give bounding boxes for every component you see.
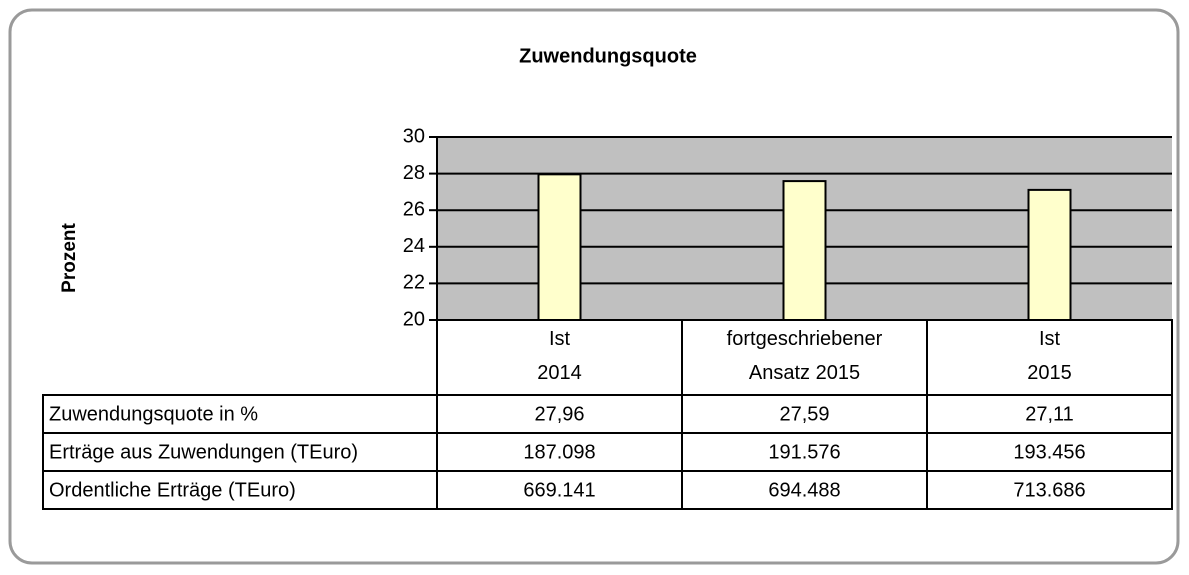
table-row-label: Zuwendungsquote in % (49, 403, 258, 425)
y-tick-label: 30 (403, 125, 425, 147)
table-cell-value: 187.098 (523, 441, 595, 463)
bar (1027, 188, 1072, 321)
table-cell (926, 394, 1173, 434)
bar (782, 180, 827, 321)
table-cell (926, 470, 1173, 510)
y-axis-label: Prozent (59, 222, 80, 292)
table-cell-value: 713.686 (1013, 479, 1085, 501)
y-tick-label: 24 (403, 235, 425, 257)
x-tick-label: fortgeschriebener Ansatz 2015 (727, 328, 883, 384)
table-cell (436, 432, 683, 472)
table-cell (926, 432, 1173, 472)
table-cell (436, 470, 683, 510)
table-cell-value: 27,11 (1025, 403, 1074, 425)
table-cell (681, 432, 928, 472)
y-tick-label: 26 (403, 198, 425, 220)
table-row-header (42, 470, 438, 510)
table-cell-value: 193.456 (1013, 441, 1085, 463)
table-cell (681, 394, 928, 434)
y-tick-label: 28 (403, 162, 425, 184)
table-row-label: Ordentliche Erträge (TEuro) (49, 479, 296, 501)
x-tick-label: Ist 2014 (537, 328, 582, 384)
x-tick-label: Ist 2015 (1027, 328, 1072, 384)
table-row-header (42, 432, 438, 472)
y-tick-label: 20 (403, 308, 425, 330)
y-tick-label: 22 (403, 272, 425, 294)
table-cell-value: 27,59 (779, 403, 829, 425)
table-cell-value: 669.141 (523, 479, 595, 501)
table-cell-value: 694.488 (768, 479, 840, 501)
table-header-cell (926, 319, 1173, 396)
table-cell-value: 191.576 (768, 441, 840, 463)
table-row-header (42, 394, 438, 434)
table-cell-value: 27,96 (534, 403, 584, 425)
table-row-label: Erträge aus Zuwendungen (TEuro) (49, 441, 358, 463)
chart-title: Zuwendungsquote (519, 45, 697, 67)
bar (537, 173, 582, 321)
